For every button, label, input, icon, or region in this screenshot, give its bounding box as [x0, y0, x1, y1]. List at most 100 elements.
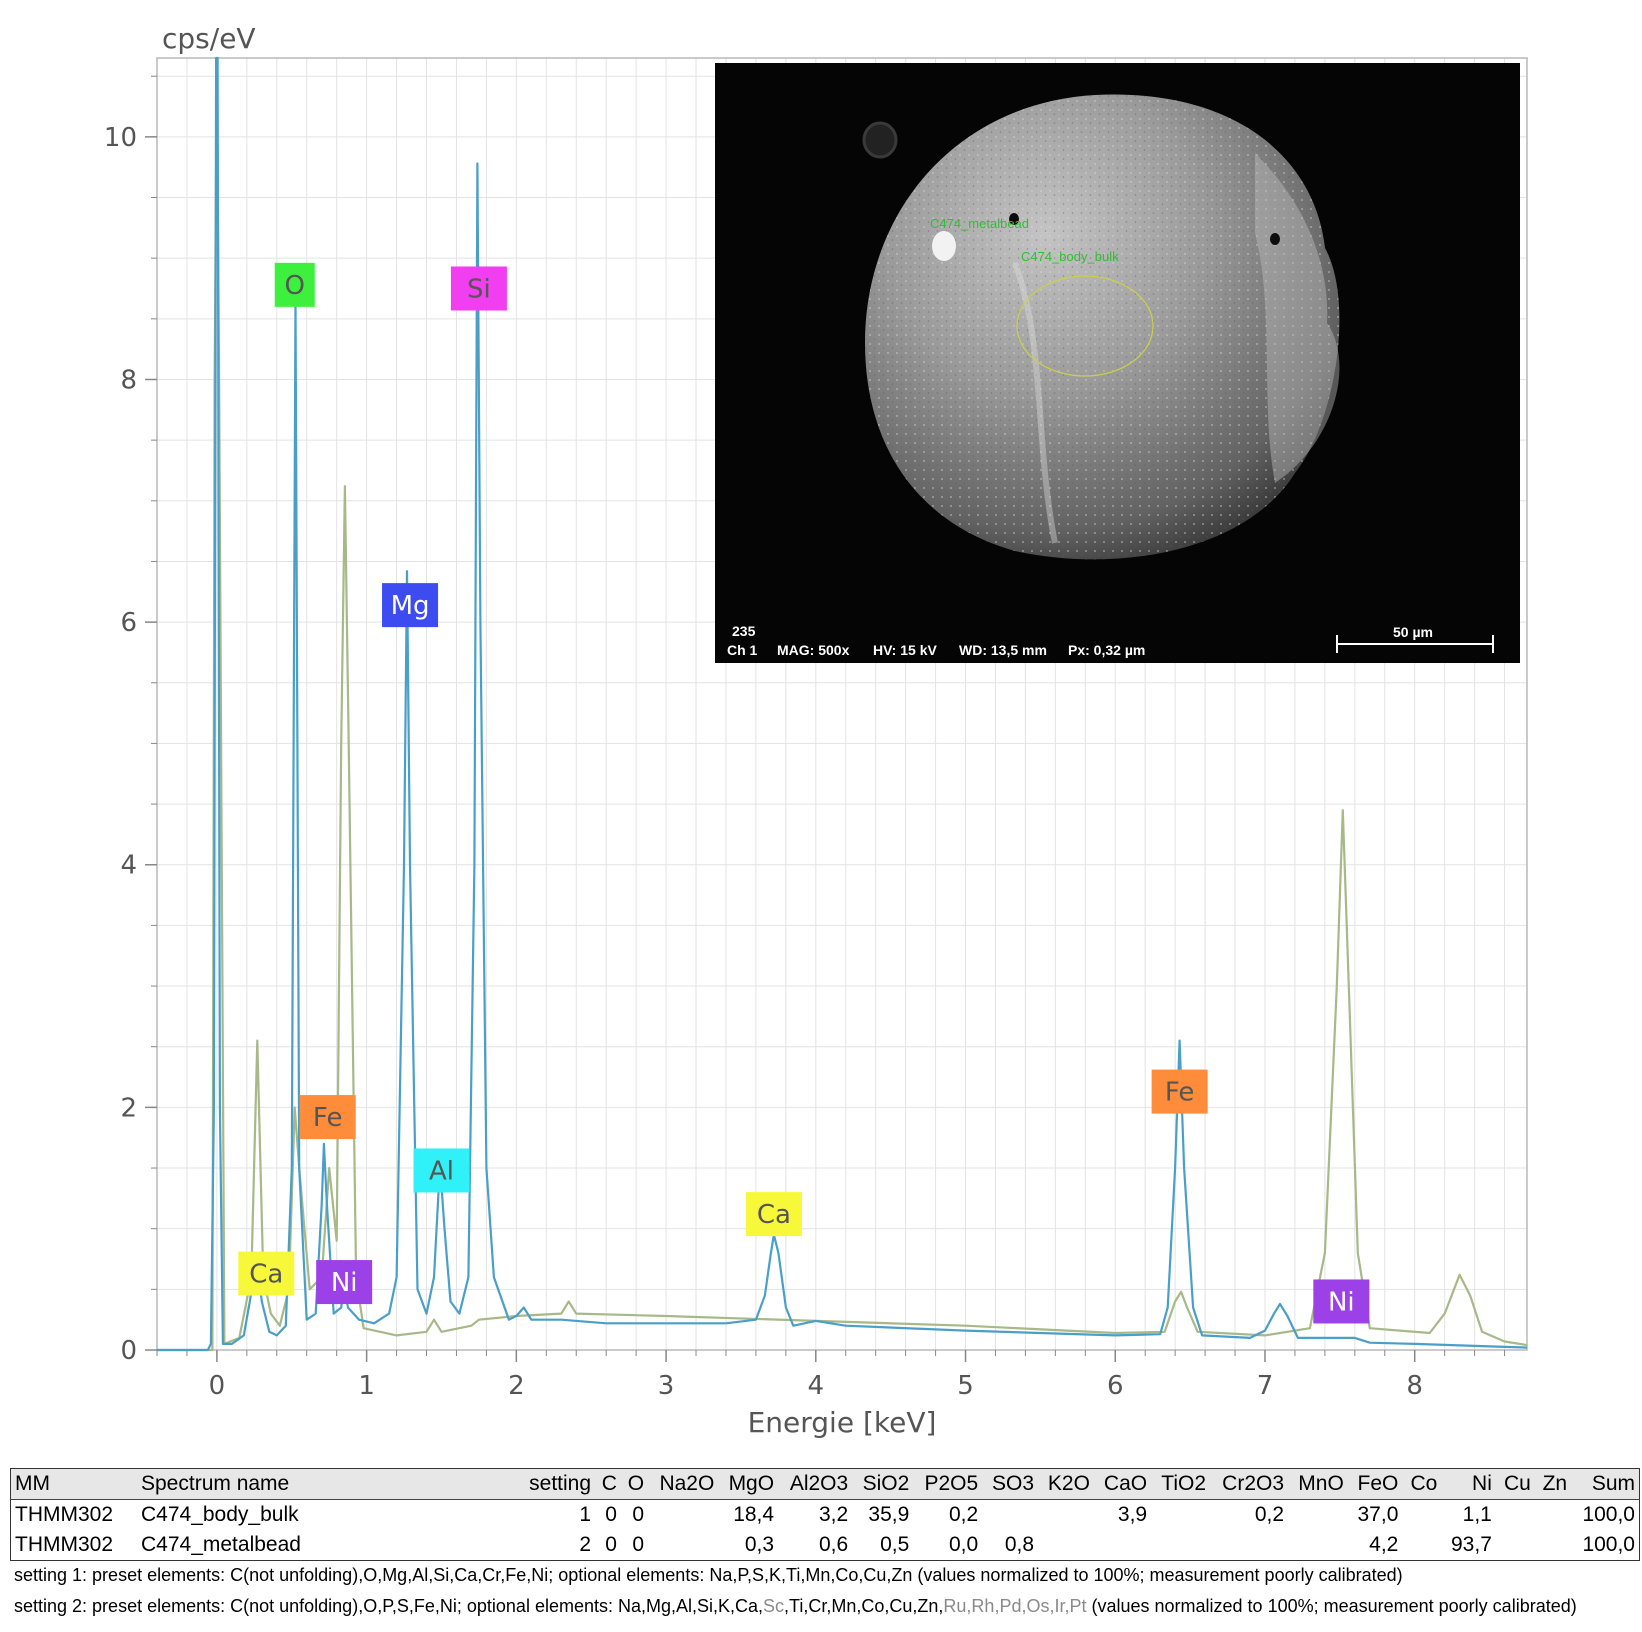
roi-body-bulk — [1016, 275, 1154, 377]
cell-o: 0 — [632, 1503, 645, 1526]
x-tick-label: 1 — [358, 1371, 375, 1401]
cell-tio2 — [1151, 1500, 1210, 1531]
x-axis-title: Energie [keV] — [748, 1406, 937, 1439]
col-header-setting: setting — [517, 1468, 596, 1500]
col-header-mm: MM — [10, 1468, 137, 1500]
x-tick-label: 2 — [508, 1371, 525, 1401]
cell-zn — [1535, 1530, 1571, 1561]
peak-label: Ni — [331, 1268, 358, 1298]
cell-mm: THMM302 — [15, 1533, 114, 1556]
footnote-setting-2-part: setting 2: preset elements: C(not unfold… — [14, 1596, 764, 1616]
cell-cao — [1094, 1530, 1151, 1561]
x-tick-label: 5 — [957, 1371, 974, 1401]
cell-zn — [1535, 1500, 1571, 1531]
y-axis-title: cps/eV — [162, 22, 256, 55]
cell-na2o — [648, 1530, 718, 1561]
cell-ni: 93,7 — [1451, 1533, 1492, 1556]
cell-spectrum-name: C474_body_bulk — [141, 1503, 299, 1526]
col-header-al2o3: Al2O3 — [778, 1468, 853, 1500]
sem-magnification: MAG: 500x — [777, 642, 850, 658]
cell-na2o — [648, 1500, 718, 1531]
cell-mno — [1288, 1530, 1348, 1561]
cell-mgo: 0,3 — [744, 1533, 775, 1556]
sem-metal-bead — [932, 231, 956, 261]
footnote-setting-2-part: ,Ti,Cr,Mn,Co,Cu,Zn, — [784, 1596, 944, 1616]
roi-label-body-bulk: C474_body_bulk — [1021, 249, 1119, 264]
col-header-mgo: MgO — [718, 1468, 779, 1500]
chart-axes: 0 1 2 3 4 5 6 7 8 0 2 4 6 8 10 — [104, 75, 1506, 1401]
cell-cu — [1496, 1530, 1535, 1561]
sem-high-voltage: HV: 15 kV — [873, 642, 937, 658]
y-tick-label: 4 — [120, 851, 137, 881]
peak-label-box — [1151, 1069, 1208, 1114]
cell-sum: 100,0 — [1582, 1503, 1635, 1526]
col-header-sio2: SiO2 — [852, 1468, 914, 1500]
cell-setting: 1 — [579, 1503, 592, 1526]
cell-sio2: 0,5 — [880, 1533, 910, 1556]
col-header-cao: CaO — [1093, 1468, 1152, 1500]
sem-fracture-line — [1012, 261, 1058, 544]
cell-feo: 4,2 — [1369, 1533, 1399, 1556]
table-header-row: MM Spectrum name setting C O Na2O MgO Al… — [10, 1468, 1640, 1500]
col-header-co: Co — [1402, 1468, 1442, 1500]
y-tick-label: 0 — [120, 1336, 137, 1366]
peak-label-box — [1313, 1279, 1370, 1324]
x-tick-label: 4 — [808, 1371, 825, 1401]
footnote-setting-2: setting 2: preset elements: C(not unfold… — [14, 1596, 1577, 1617]
cell-feo: 37,0 — [1357, 1503, 1399, 1526]
y-tick-label: 8 — [120, 365, 137, 395]
x-tick-label: 6 — [1107, 1371, 1124, 1401]
col-header-sum: Sum — [1571, 1468, 1640, 1500]
col-header-k2o: K2O — [1038, 1468, 1094, 1500]
col-header-zn: Zn — [1534, 1468, 1572, 1500]
cell-so3 — [982, 1500, 1038, 1531]
eds-spectrum-chart: 0 1 2 3 4 5 6 7 8 0 2 4 6 8 10 O Si Mg Fe Al Ca Ni Ca Fe Ni cps… — [104, 22, 1528, 1439]
col-header-tio2: TiO2 — [1151, 1468, 1210, 1500]
peak-label: Si — [467, 274, 491, 304]
cell-k2o — [1038, 1500, 1094, 1531]
peak-label: Fe — [313, 1103, 343, 1133]
cell-mm: THMM302 — [15, 1503, 114, 1526]
cell-sio2: 35,9 — [868, 1503, 910, 1526]
peak-label: Fe — [1165, 1078, 1195, 1108]
spectrum-series-line — [157, 56, 1528, 1352]
cell-cr2o3 — [1210, 1530, 1288, 1561]
col-header-so3: SO3 — [982, 1468, 1039, 1500]
cell-setting: 2 — [579, 1533, 592, 1556]
sem-pore — [1270, 233, 1280, 245]
y-tick-label: 10 — [104, 123, 137, 153]
peak-label-box — [299, 1095, 356, 1140]
footnote-setting-2-grey-element: Sc — [763, 1596, 785, 1616]
sem-channel: Ch 1 — [727, 642, 758, 658]
cell-sum: 100,0 — [1582, 1533, 1635, 1556]
peak-label-box — [413, 1148, 470, 1193]
y-tick-label: 6 — [120, 608, 137, 638]
sem-sphere-texture — [865, 94, 1340, 560]
col-header-cu: Cu — [1495, 1468, 1535, 1500]
plot-area-frame — [156, 57, 1528, 1351]
composition-table: MM Spectrum name setting C O Na2O MgO Al… — [10, 1468, 1640, 1561]
footnote-setting-2-grey-elements: Ru,Rh,Pd,Os,Ir,Pt — [943, 1596, 1087, 1616]
peak-label-box — [316, 1260, 373, 1305]
sem-working-distance: WD: 13,5 mm — [959, 642, 1047, 658]
cell-al2o3: 0,6 — [819, 1533, 849, 1556]
cell-mno — [1288, 1500, 1348, 1531]
peak-label: Ca — [249, 1260, 283, 1290]
peak-label-box — [382, 583, 439, 628]
cell-al2o3: 3,2 — [819, 1503, 849, 1526]
col-header-p2o5: P2O5 — [913, 1468, 983, 1500]
col-header-ni: Ni — [1441, 1468, 1496, 1500]
x-tick-label: 3 — [658, 1371, 675, 1401]
table-row: THMM302 C474_body_bulk 1 0 0 18,4 3,2 35… — [11, 1500, 1640, 1531]
peak-label: Ni — [1328, 1287, 1355, 1317]
peak-label-box — [238, 1251, 295, 1296]
cell-o: 0 — [632, 1533, 645, 1556]
peak-label-box — [274, 262, 315, 307]
peak-labels: O Si Mg Fe Al Ca Ni Ca Fe Ni — [238, 262, 1370, 1324]
cell-cu — [1496, 1500, 1535, 1531]
cell-p2o5: 0,2 — [948, 1503, 979, 1526]
col-header-spectrum-name: Spectrum name — [137, 1468, 517, 1500]
sem-micrograph: C474_metalbead C474_body_bulk 235 Ch 1 M… — [715, 63, 1520, 663]
col-header-c: C — [595, 1468, 621, 1500]
x-tick-label: 0 — [209, 1371, 226, 1401]
